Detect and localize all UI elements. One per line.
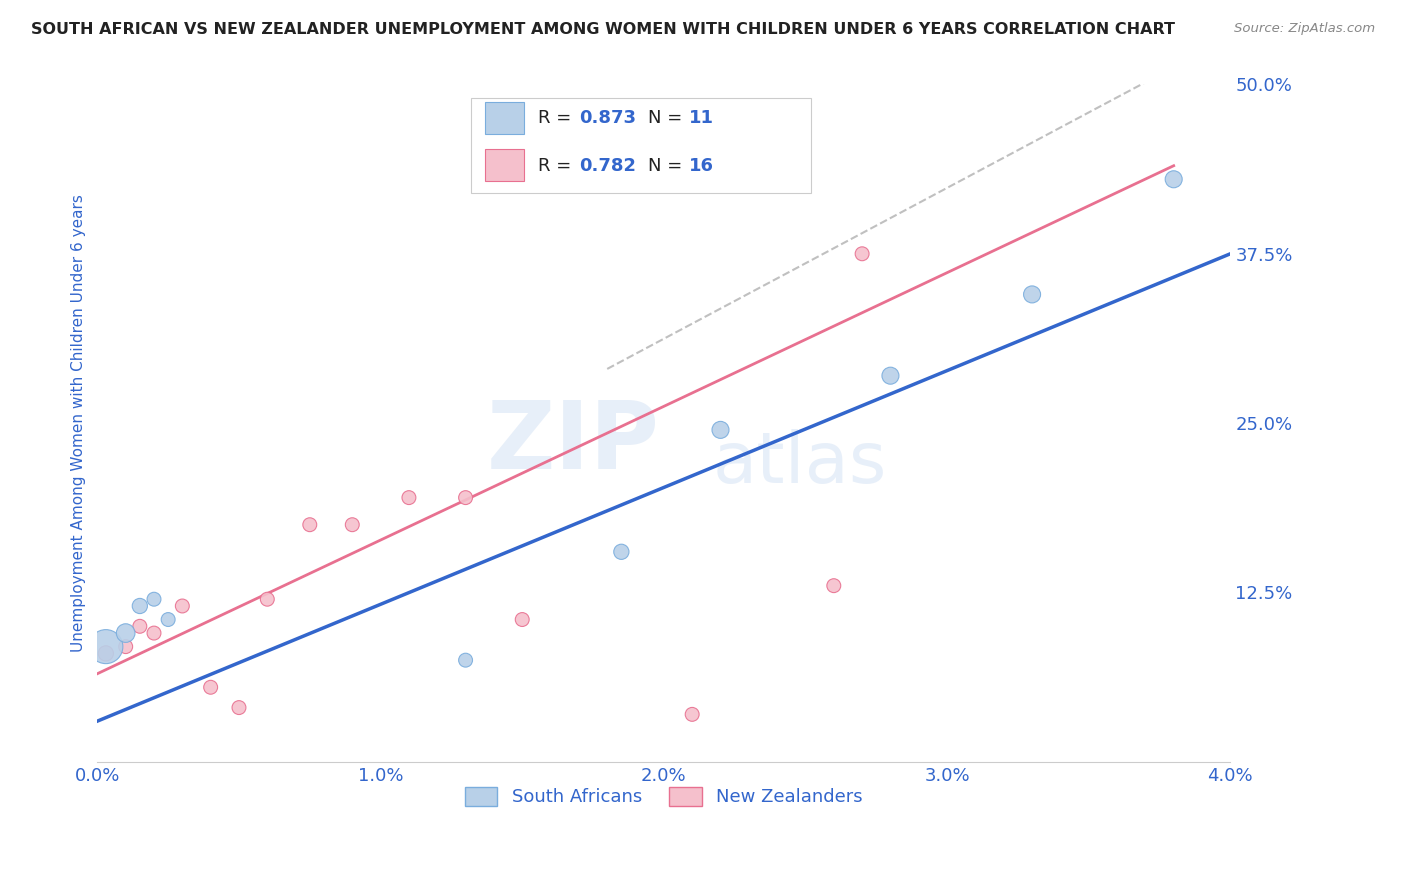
Text: Source: ZipAtlas.com: Source: ZipAtlas.com bbox=[1234, 22, 1375, 36]
Text: N =: N = bbox=[648, 157, 688, 175]
FancyBboxPatch shape bbox=[485, 102, 524, 134]
Point bbox=[172, 599, 194, 613]
Point bbox=[114, 626, 136, 640]
Legend: South Africans, New Zealanders: South Africans, New Zealanders bbox=[458, 780, 870, 814]
Point bbox=[1021, 287, 1043, 301]
FancyBboxPatch shape bbox=[471, 98, 811, 193]
Y-axis label: Unemployment Among Women with Children Under 6 years: Unemployment Among Women with Children U… bbox=[72, 194, 86, 652]
Point bbox=[709, 423, 731, 437]
Point bbox=[128, 599, 150, 613]
Point bbox=[454, 653, 477, 667]
FancyBboxPatch shape bbox=[485, 150, 524, 181]
Point bbox=[610, 545, 633, 559]
Text: 0.873: 0.873 bbox=[579, 109, 636, 128]
Point bbox=[94, 647, 117, 661]
Point bbox=[342, 517, 364, 532]
Point bbox=[454, 491, 477, 505]
Point bbox=[398, 491, 420, 505]
Point bbox=[143, 592, 166, 607]
Text: R =: R = bbox=[538, 157, 576, 175]
Text: N =: N = bbox=[648, 109, 688, 128]
Point bbox=[114, 640, 136, 654]
Point bbox=[681, 707, 703, 722]
Point bbox=[256, 592, 278, 607]
Point bbox=[157, 613, 180, 627]
Point bbox=[851, 246, 873, 260]
Text: ZIP: ZIP bbox=[486, 398, 659, 490]
Point bbox=[228, 700, 250, 714]
Text: SOUTH AFRICAN VS NEW ZEALANDER UNEMPLOYMENT AMONG WOMEN WITH CHILDREN UNDER 6 YE: SOUTH AFRICAN VS NEW ZEALANDER UNEMPLOYM… bbox=[31, 22, 1175, 37]
Point bbox=[94, 640, 117, 654]
Point bbox=[298, 517, 321, 532]
Point bbox=[200, 680, 222, 694]
Point bbox=[1163, 172, 1185, 186]
Text: 11: 11 bbox=[689, 109, 714, 128]
Text: 0.782: 0.782 bbox=[579, 157, 636, 175]
Text: 16: 16 bbox=[689, 157, 714, 175]
Point bbox=[823, 579, 845, 593]
Point bbox=[510, 613, 533, 627]
Text: atlas: atlas bbox=[713, 429, 887, 499]
Point bbox=[128, 619, 150, 633]
Point bbox=[143, 626, 166, 640]
Point bbox=[879, 368, 901, 383]
Text: R =: R = bbox=[538, 109, 576, 128]
